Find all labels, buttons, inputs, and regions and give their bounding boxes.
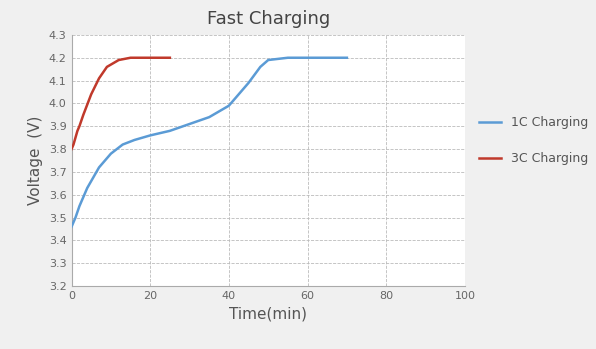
1C Charging	[245, 81, 252, 85]
1C Charging	[72, 216, 79, 220]
1C Charging	[76, 204, 83, 208]
1C Charging	[324, 55, 331, 60]
1C Charging	[265, 58, 272, 62]
3C Charging	[68, 147, 75, 151]
3C Charging	[95, 76, 103, 80]
Title: Fast Charging: Fast Charging	[207, 10, 330, 28]
1C Charging	[343, 55, 350, 60]
3C Charging	[154, 55, 162, 60]
3C Charging	[80, 113, 87, 117]
1C Charging	[304, 55, 311, 60]
Y-axis label: Voltage  (V): Voltage (V)	[28, 116, 44, 205]
1C Charging	[131, 138, 138, 142]
1C Charging	[225, 104, 232, 108]
1C Charging	[95, 165, 103, 170]
3C Charging	[74, 129, 81, 133]
3C Charging	[103, 65, 110, 69]
3C Charging	[88, 92, 95, 96]
1C Charging	[257, 65, 264, 69]
1C Charging	[206, 115, 213, 119]
3C Charging	[139, 55, 146, 60]
1C Charging	[233, 95, 240, 99]
3C Charging	[70, 142, 77, 147]
Legend: 1C Charging, 3C Charging: 1C Charging, 3C Charging	[475, 112, 592, 169]
1C Charging	[119, 142, 126, 147]
3C Charging	[127, 55, 134, 60]
X-axis label: Time(min): Time(min)	[229, 307, 307, 321]
1C Charging	[147, 133, 154, 138]
1C Charging	[68, 225, 75, 229]
1C Charging	[186, 122, 193, 126]
Line: 1C Charging: 1C Charging	[72, 58, 347, 227]
1C Charging	[107, 151, 114, 156]
3C Charging	[115, 58, 122, 62]
3C Charging	[72, 136, 79, 140]
3C Charging	[166, 55, 173, 60]
1C Charging	[83, 186, 91, 190]
Line: 3C Charging: 3C Charging	[72, 58, 170, 149]
1C Charging	[166, 129, 173, 133]
3C Charging	[76, 124, 83, 128]
1C Charging	[284, 55, 291, 60]
